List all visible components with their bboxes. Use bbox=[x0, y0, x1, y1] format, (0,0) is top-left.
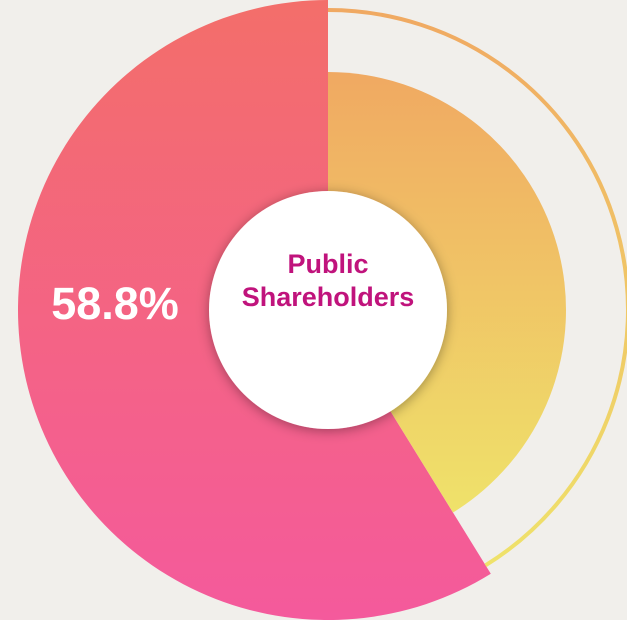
center-label: Public Shareholders bbox=[241, 249, 415, 312]
center-hole bbox=[209, 191, 447, 429]
outer-arc bbox=[327, 8, 627, 567]
value-label: 58.8% bbox=[51, 278, 179, 329]
